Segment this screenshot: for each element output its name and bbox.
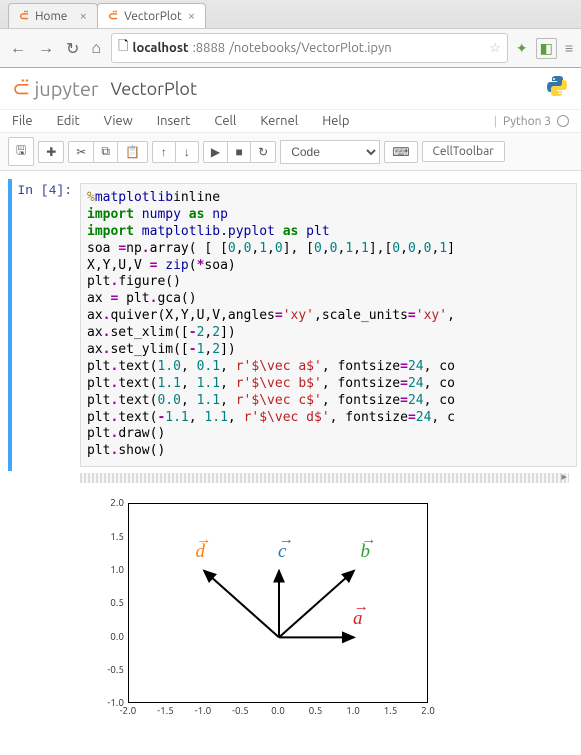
kernel-status-icon	[557, 115, 569, 127]
menu-file[interactable]: File	[12, 114, 33, 128]
tab-title: Home	[35, 10, 67, 23]
save-button[interactable]: 🖫	[8, 137, 34, 166]
star-icon[interactable]: ☆	[489, 41, 501, 56]
url-port: :8888	[193, 41, 226, 55]
y-tick-label: -0.5	[84, 664, 124, 675]
vector-label-d: d→	[196, 541, 206, 563]
menu-cell[interactable]: Cell	[214, 114, 236, 128]
move-up-button[interactable]: ↑	[152, 141, 176, 163]
menu-icon[interactable]: ≡	[565, 40, 573, 56]
x-tick-label: 1.5	[376, 705, 406, 716]
jupyter-logo-icon: ⊂̈	[12, 76, 30, 102]
browser-tab[interactable]: ⊂̈ VectorPlot ×	[97, 3, 206, 28]
tab-title: VectorPlot	[124, 10, 182, 23]
y-tick-label: 1.5	[84, 531, 124, 542]
vector-label-b: b→	[361, 541, 371, 563]
tab-bar: ⊂̈ Home × ⊂̈ VectorPlot ×	[0, 0, 581, 28]
x-tick-label: -1.5	[151, 705, 181, 716]
forward-button[interactable]: →	[36, 37, 56, 60]
ext2-icon[interactable]: ◧	[536, 38, 557, 59]
code-cell[interactable]: In [4]: %matplotlibinline import numpy a…	[8, 179, 577, 471]
kernel-indicator: | Python 3	[494, 115, 569, 128]
cut-button[interactable]: ✂	[68, 141, 94, 163]
ext-icon[interactable]: ✦	[516, 40, 528, 57]
menu-edit[interactable]: Edit	[57, 114, 80, 128]
close-icon[interactable]: ×	[188, 9, 195, 23]
jupyter-logo-text: jupyter	[34, 77, 98, 100]
celltype-select[interactable]: Code	[280, 140, 380, 164]
url-path: /notebooks/VectorPlot.ipyn	[229, 41, 392, 55]
jupyter-header: ⊂̈ jupyter VectorPlot	[0, 68, 581, 110]
add-cell-button[interactable]: ✚	[38, 141, 64, 163]
code-editor[interactable]: %matplotlibinline import numpy as np imp…	[80, 183, 577, 467]
x-tick-label: 2.0	[413, 705, 443, 716]
cell-output: 2.01.51.00.50.0-0.5-1.0-2.0-1.5-1.0-0.50…	[80, 495, 577, 735]
browser-chrome: ⊂̈ Home × ⊂̈ VectorPlot × ← → ↻ ⌂ 🗋 localhost…	[0, 0, 581, 68]
browser-tab[interactable]: ⊂̈ Home ×	[8, 3, 98, 28]
run-button[interactable]: ▶	[203, 141, 228, 163]
stop-button[interactable]: ■	[227, 141, 251, 163]
quiver-plot: 2.01.51.00.50.0-0.5-1.0-2.0-1.5-1.0-0.50…	[80, 495, 440, 735]
notebook-area[interactable]: In [4]: %matplotlibinline import numpy a…	[0, 171, 581, 755]
restart-button[interactable]: ↻	[250, 141, 276, 163]
copy-button[interactable]: ⧉	[93, 141, 118, 163]
x-tick-label: 1.0	[338, 705, 368, 716]
vector-label-a: a→	[353, 608, 363, 630]
jupyter-logo[interactable]: ⊂̈ jupyter	[12, 76, 98, 102]
x-tick-label: 0.0	[263, 705, 293, 716]
h-scrollbar[interactable]	[80, 473, 569, 483]
y-tick-label: 1.0	[84, 564, 124, 575]
kernel-name: Python 3	[503, 115, 551, 128]
back-button[interactable]: ←	[8, 37, 28, 60]
page-icon: 🗋	[118, 37, 128, 59]
reload-button[interactable]: ↻	[64, 37, 81, 60]
jupyter-tab-icon: ⊂̈	[19, 9, 29, 23]
menu-view[interactable]: View	[104, 114, 133, 128]
x-tick-label: -0.5	[226, 705, 256, 716]
menu-bar: File Edit View Insert Cell Kernel Help | Pytho…	[0, 110, 581, 133]
toolbar: 🖫 ✚ ✂ ⧉ 📋 ↑ ↓ ▶ ■ ↻ Code ⌨ CellToolbar	[0, 133, 581, 171]
x-tick-label: -2.0	[113, 705, 143, 716]
y-tick-label: 0.0	[84, 631, 124, 642]
nav-bar: ← → ↻ ⌂ 🗋 localhost :8888/notebooks/Vecto…	[0, 28, 581, 67]
menu-insert[interactable]: Insert	[157, 114, 191, 128]
x-tick-label: -1.0	[188, 705, 218, 716]
python-logo-icon	[545, 74, 569, 103]
notebook-name[interactable]: VectorPlot	[110, 79, 197, 99]
x-tick-label: 0.5	[301, 705, 331, 716]
menu-kernel[interactable]: Kernel	[260, 114, 298, 128]
vector-label-c: c→	[278, 541, 286, 563]
paste-button[interactable]: 📋	[117, 141, 148, 163]
menu-help[interactable]: Help	[322, 114, 349, 128]
url-host: localhost	[133, 41, 189, 55]
input-prompt: In [4]:	[12, 183, 80, 467]
cell-toolbar-button[interactable]: CellToolbar	[422, 141, 505, 162]
command-palette-button[interactable]: ⌨	[384, 141, 417, 163]
y-tick-label: 0.5	[84, 597, 124, 608]
home-button[interactable]: ⌂	[89, 37, 103, 60]
jupyter-tab-icon: ⊂̈	[108, 9, 118, 23]
close-icon[interactable]: ×	[80, 9, 87, 23]
url-bar[interactable]: 🗋 localhost :8888/notebooks/VectorPlot.ip…	[111, 33, 508, 63]
y-tick-label: 2.0	[84, 497, 124, 508]
move-down-button[interactable]: ↓	[175, 141, 199, 163]
